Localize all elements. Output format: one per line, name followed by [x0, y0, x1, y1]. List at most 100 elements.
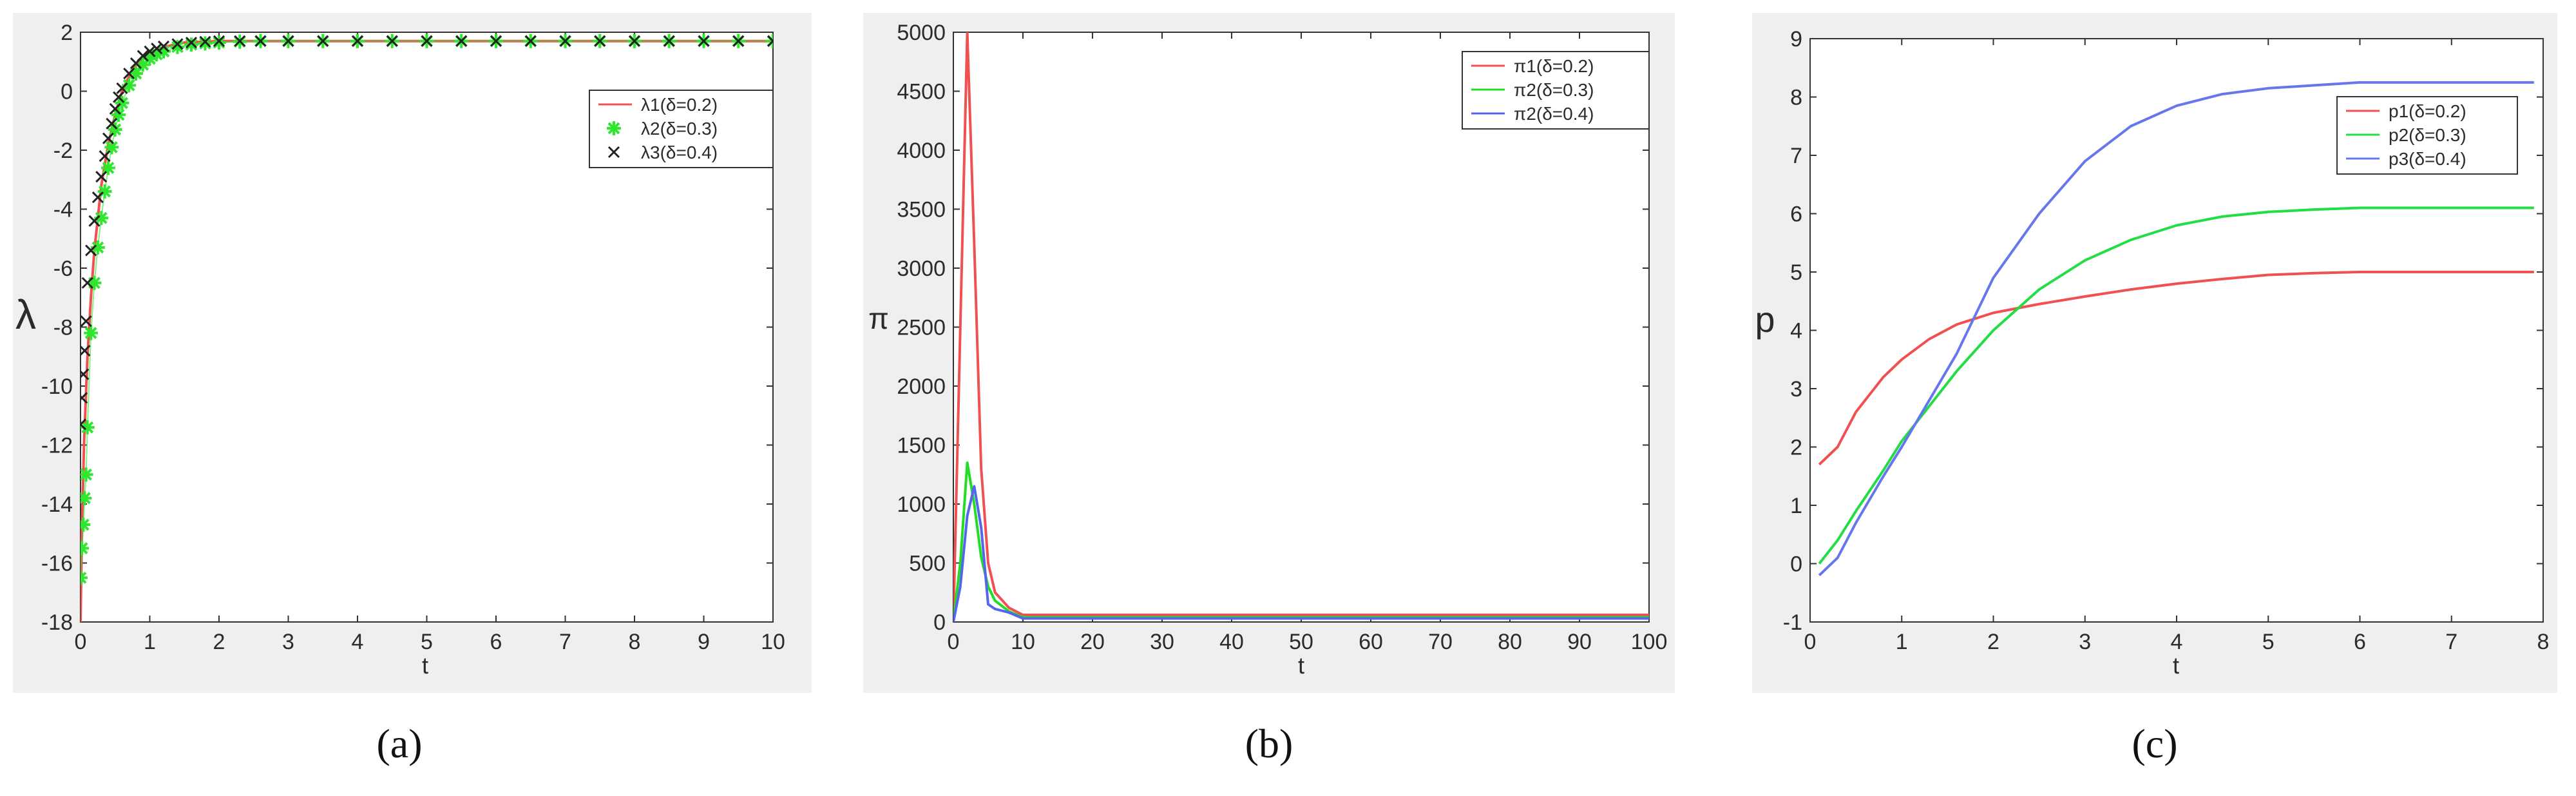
series-group — [81, 34, 773, 622]
x-axis-label: t — [1298, 652, 1304, 679]
chart-panel-b: 0 10 20 30 40 50 60 70 80 90 100050010001500200025… — [863, 13, 1675, 766]
y-tick-label: 2500 — [897, 316, 946, 340]
data-point-x — [144, 45, 156, 57]
x-tick-label: 6 — [2354, 630, 2366, 654]
data-point-x — [123, 67, 135, 80]
y-tick-label: 3500 — [897, 198, 946, 222]
data-point-x — [282, 35, 294, 47]
x-tick-label: 7 — [2445, 630, 2457, 654]
x-tick-label: 9 — [698, 630, 710, 654]
subfigure-caption: (a) — [376, 721, 422, 766]
data-point-x — [732, 35, 745, 47]
data-point-x — [137, 50, 149, 62]
data-point-star — [94, 211, 109, 226]
data-point-x — [490, 35, 502, 47]
data-point-x — [421, 35, 433, 47]
data-point-x — [698, 35, 710, 47]
data-point-x — [559, 35, 571, 47]
x-tick-label: 7 — [559, 630, 571, 654]
x-tick-label: 2 — [213, 630, 225, 654]
data-point-star — [81, 570, 88, 585]
data-point-star — [108, 122, 122, 137]
y-axis-label: π — [868, 302, 889, 335]
data-point-x — [594, 35, 606, 47]
y-tick-label: 4500 — [897, 80, 946, 104]
data-point-star — [170, 39, 185, 54]
legend: π1(δ=0.2) π2(δ=0.3) π2(δ=0.4) — [1462, 51, 1650, 130]
data-point-x — [524, 35, 537, 47]
y-tick-label: 2000 — [897, 374, 946, 399]
data-point-x — [99, 150, 111, 162]
x-tick-label: 5 — [421, 630, 433, 654]
data-point-star — [81, 541, 90, 556]
data-point-x — [171, 38, 184, 50]
y-tick-label: -6 — [53, 257, 73, 281]
x-tick-label: 20 — [1080, 630, 1105, 654]
y-tick-label: 1 — [1790, 494, 1802, 518]
data-point-x — [151, 43, 163, 55]
x-axis-label: t — [422, 652, 428, 679]
x-tick-label: 10 — [761, 630, 785, 654]
y-tick-label: 3 — [1790, 377, 1802, 402]
data-point-x — [386, 35, 398, 47]
y-axis-label: λ — [15, 291, 36, 338]
series-line-1 — [1818, 271, 2534, 466]
x-tick-label: 0 — [1804, 630, 1817, 654]
data-point-x — [81, 345, 91, 357]
x-tick-label: 4 — [2171, 630, 2183, 654]
data-point-x — [254, 35, 267, 47]
legend-marker-star — [607, 121, 621, 135]
legend-entry-label: p2(δ=0.3) — [2389, 125, 2466, 145]
y-tick-label: 4000 — [897, 139, 946, 163]
series-group — [1818, 81, 2534, 577]
data-point-x — [113, 91, 125, 103]
y-tick-label: -10 — [41, 374, 73, 399]
x-tick-label: 5 — [2262, 630, 2275, 654]
data-point-star — [84, 325, 99, 340]
data-point-x — [767, 35, 773, 47]
y-tick-label: 0 — [1790, 552, 1802, 577]
x-tick-label: 90 — [1567, 630, 1592, 654]
legend-entry-label: π2(δ=0.3) — [1514, 80, 1594, 100]
x-tick-label: 70 — [1428, 630, 1453, 654]
y-tick-label: 5 — [1790, 260, 1802, 285]
y-tick-label: 1000 — [897, 492, 946, 517]
data-point-star — [184, 37, 198, 52]
y-tick-label: 0 — [61, 80, 73, 104]
y-tick-label: 2 — [1790, 436, 1802, 460]
y-tick-label: -12 — [41, 434, 73, 458]
data-point-star — [111, 108, 126, 122]
x-tick-label: 4 — [352, 630, 364, 654]
series-line-1 — [953, 32, 1649, 622]
legend-entry-label: π2(δ=0.4) — [1514, 104, 1594, 124]
y-tick-label: 1500 — [897, 434, 946, 458]
legend: λ1(δ=0.2) λ2(δ=0.3) λ3(δ=0.4) — [589, 90, 774, 168]
y-tick-label: -1 — [1783, 610, 1802, 635]
legend-entry-label: λ3(δ=0.4) — [641, 142, 718, 162]
y-tick-label: -14 — [41, 492, 73, 517]
data-point-star — [81, 467, 93, 482]
x-tick-label: 3 — [2079, 630, 2091, 654]
data-point-x — [317, 35, 329, 47]
data-point-star — [87, 275, 102, 290]
legend-entry-label: λ1(δ=0.2) — [641, 95, 718, 115]
data-point-star — [115, 95, 129, 110]
legend: p1(δ=0.2) p2(δ=0.3) p3(δ=0.4) — [2336, 96, 2518, 175]
subfigure-caption: (c) — [2132, 721, 2177, 766]
data-point-x — [81, 418, 87, 431]
chart-panel-c: 0 1 2 3 4 5 6 7 8-10123456789tpp1(δ=0.2)p2(δ=0.3… — [1752, 13, 2557, 766]
data-point-x — [213, 35, 225, 47]
y-tick-label: 4 — [1790, 319, 1802, 344]
x-tick-label: 30 — [1150, 630, 1174, 654]
data-point-x — [95, 171, 108, 183]
data-point-x — [81, 368, 90, 380]
data-point-star — [129, 66, 143, 81]
data-point-x — [351, 35, 364, 47]
data-point-x — [109, 102, 121, 115]
y-tick-label: -2 — [53, 139, 73, 163]
y-tick-label: 6 — [1790, 202, 1802, 227]
x-tick-label: 0 — [948, 630, 960, 654]
y-tick-label: -16 — [41, 552, 73, 576]
legend-entry-label: p1(δ=0.2) — [2389, 101, 2466, 121]
legend-entry-label: p3(δ=0.4) — [2389, 149, 2466, 169]
